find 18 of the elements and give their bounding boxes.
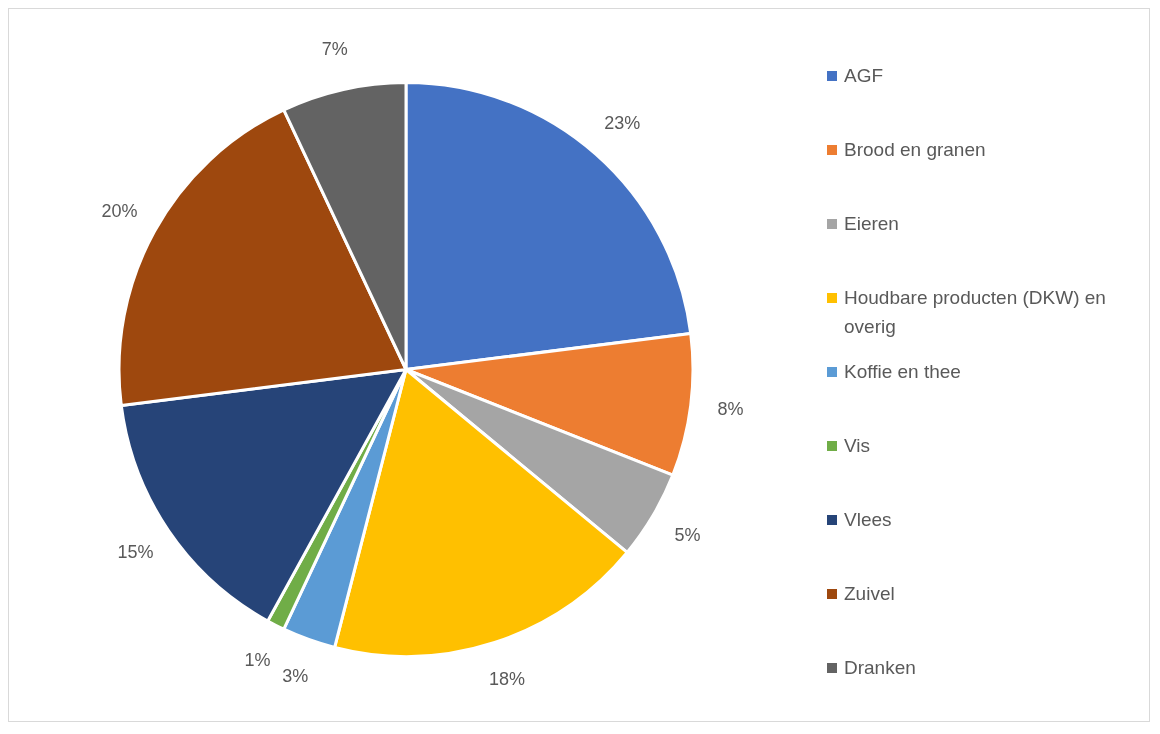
data-label: 18%: [489, 669, 526, 690]
data-label: 20%: [101, 200, 138, 221]
legend-label: Vis: [844, 434, 871, 458]
legend-label: AGF: [844, 64, 884, 88]
data-label: 8%: [717, 399, 744, 420]
data-label: 1%: [244, 649, 271, 670]
data-label: 15%: [117, 542, 154, 563]
data-label: 23%: [604, 113, 641, 134]
legend-label: Vlees: [844, 508, 892, 532]
legend-label: Eieren: [844, 212, 899, 236]
legend-label: Brood en granen: [844, 138, 986, 162]
data-label: 7%: [321, 39, 348, 60]
data-label: 3%: [282, 666, 309, 687]
legend-label: Koffie en thee: [844, 360, 961, 384]
legend-label: Zuivel: [844, 582, 895, 606]
data-label: 5%: [674, 524, 701, 545]
legend-label: Houdbare producten (DKW) en overig: [844, 286, 1107, 339]
legend-label: Dranken: [844, 656, 916, 680]
